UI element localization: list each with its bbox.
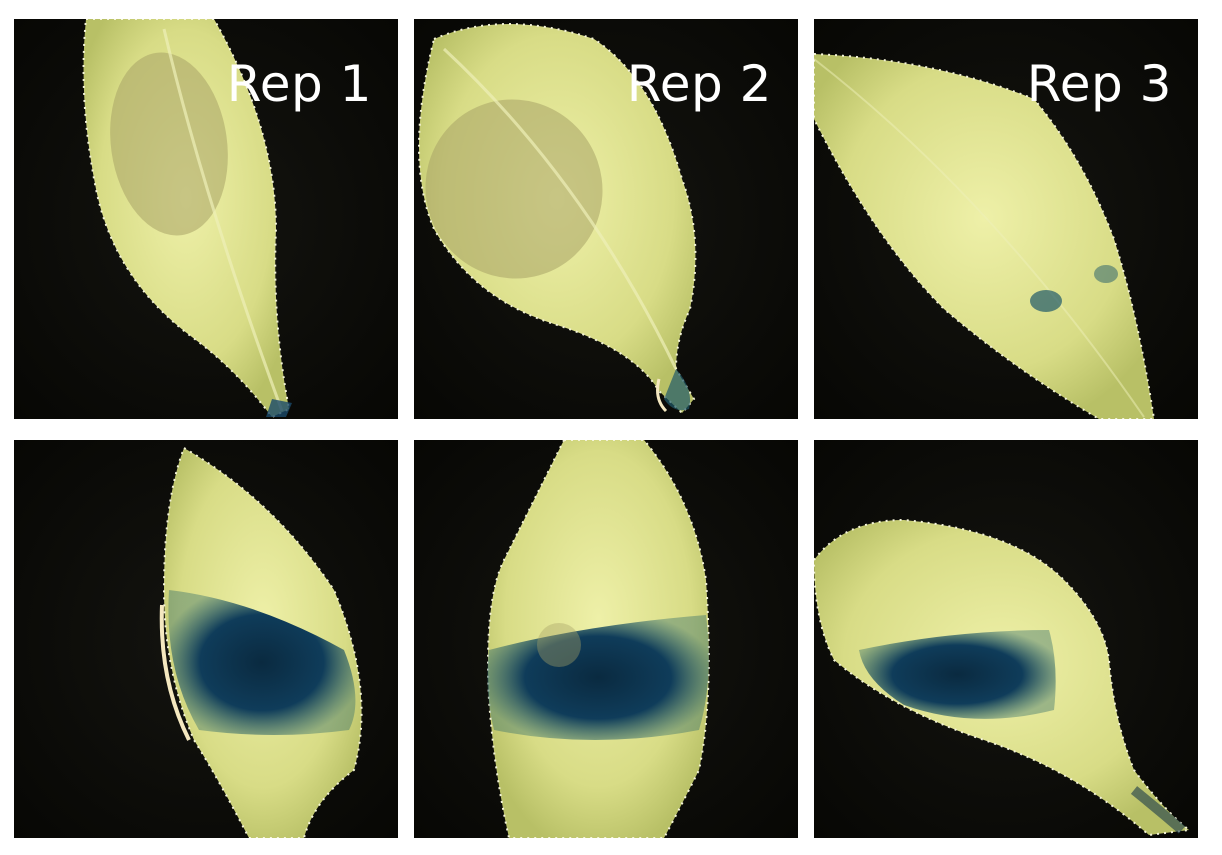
leaf-panel-rep2-bottom <box>414 440 798 838</box>
leaf-panel-rep1-bottom <box>14 440 398 838</box>
rep-3-label: Rep 3 <box>1026 55 1172 113</box>
rep-1-label: Rep 1 <box>226 55 372 113</box>
leaf-panel-rep1-top: Rep 1 <box>14 19 398 419</box>
leaf-panel-rep3-top: Rep 3 <box>814 19 1198 419</box>
rep-2-label: Rep 2 <box>626 55 772 113</box>
leaf-panel-rep3-bottom <box>814 440 1198 838</box>
leaf-panel-rep2-top: Rep 2 <box>414 19 798 419</box>
